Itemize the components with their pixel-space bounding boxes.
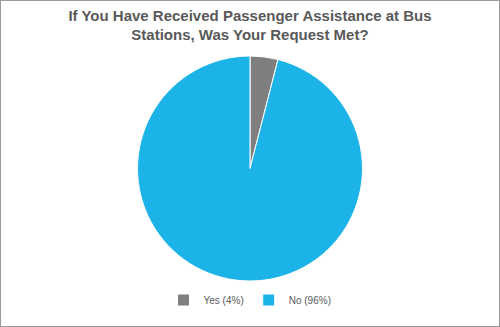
svg-text:Yes (4%): Yes (4%)	[204, 295, 244, 306]
svg-text:No (96%): No (96%)	[289, 295, 331, 306]
svg-text:If You Have Received Passenger: If You Have Received Passenger Assistanc…	[68, 7, 431, 44]
